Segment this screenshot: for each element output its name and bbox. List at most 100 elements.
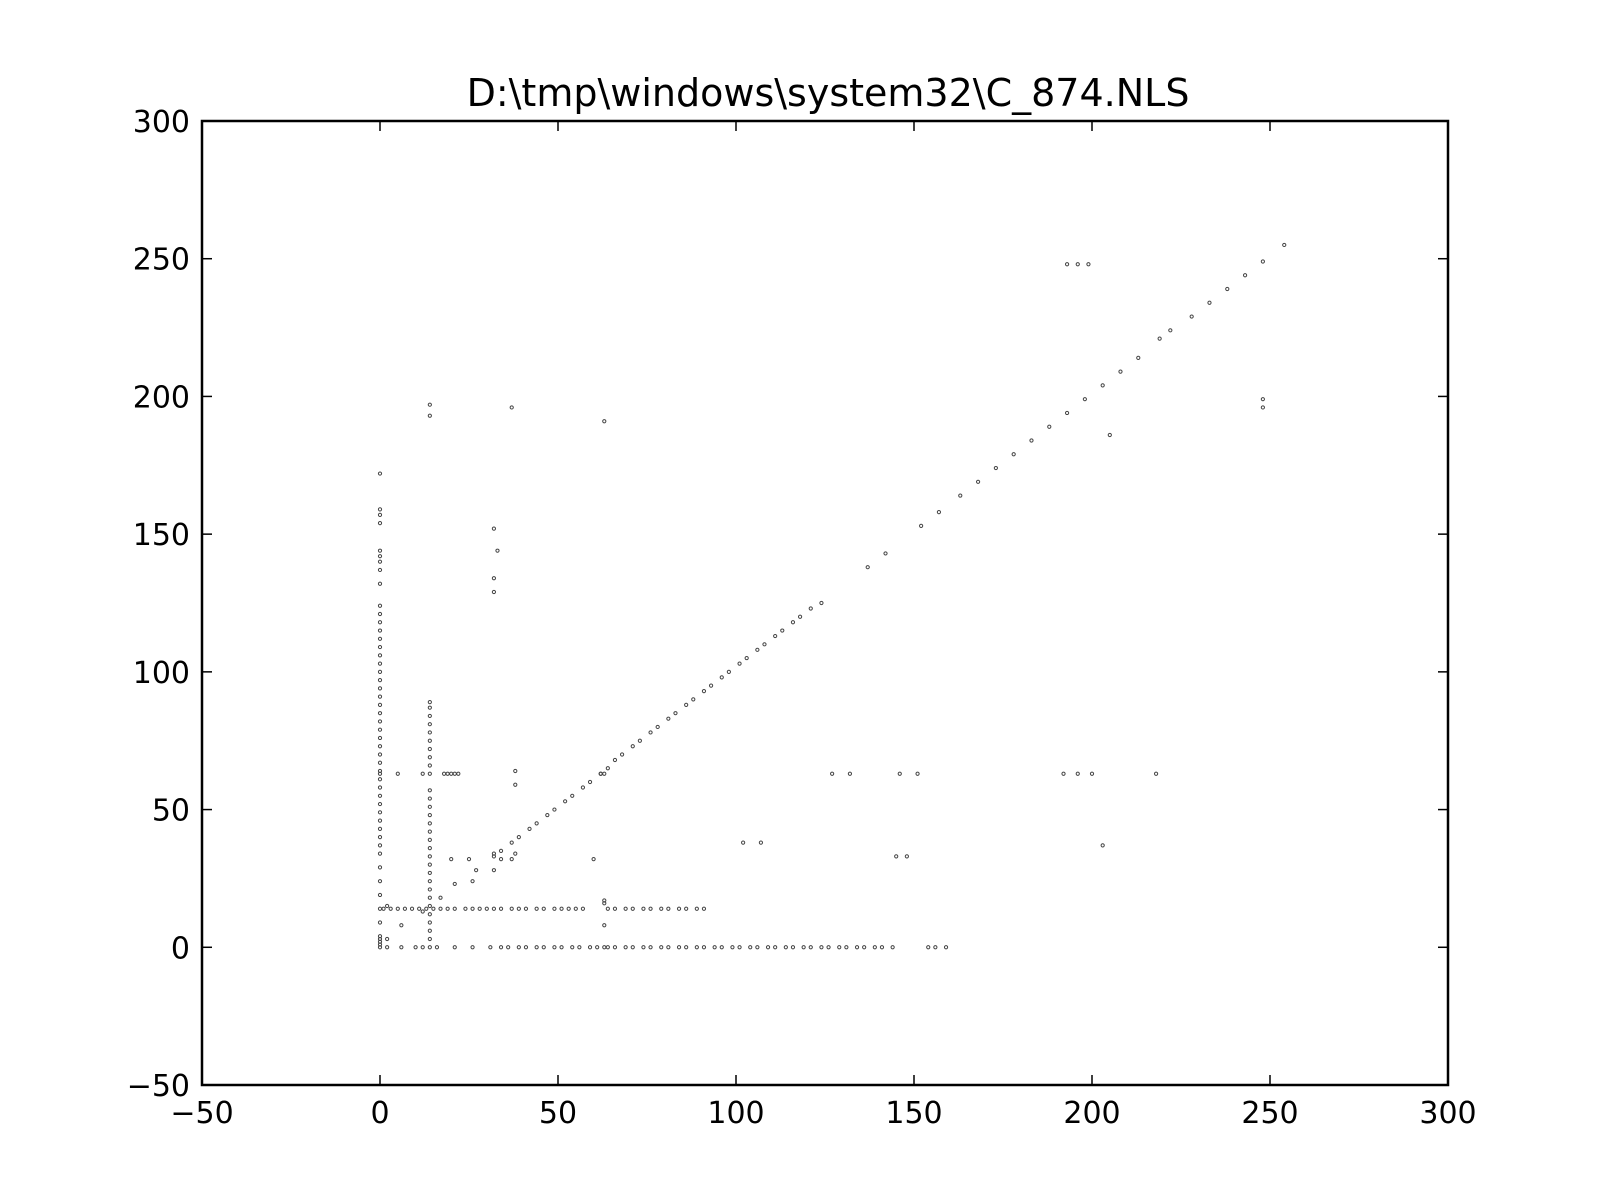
data-point bbox=[427, 402, 432, 407]
data-point bbox=[427, 829, 432, 834]
data-point bbox=[377, 785, 383, 790]
x-tick-label: 0 bbox=[370, 1096, 389, 1131]
data-point bbox=[388, 906, 393, 911]
data-point bbox=[602, 771, 607, 776]
data-point bbox=[427, 936, 432, 942]
data-point bbox=[527, 826, 532, 831]
data-point bbox=[1189, 314, 1194, 319]
data-point bbox=[790, 620, 796, 625]
data-point bbox=[509, 857, 514, 862]
data-point bbox=[427, 796, 432, 801]
data-point bbox=[402, 906, 408, 911]
data-point bbox=[427, 746, 432, 752]
data-point bbox=[420, 945, 425, 950]
data-point bbox=[427, 804, 432, 809]
data-point bbox=[602, 945, 607, 950]
data-point bbox=[1242, 273, 1248, 278]
data-point bbox=[434, 945, 440, 950]
data-point bbox=[915, 771, 920, 776]
data-point bbox=[377, 760, 383, 765]
data-point bbox=[762, 642, 767, 647]
data-point bbox=[377, 702, 383, 708]
data-point bbox=[819, 600, 824, 606]
data-point bbox=[438, 895, 443, 900]
data-point bbox=[395, 906, 400, 911]
data-point bbox=[719, 945, 724, 950]
data-point bbox=[456, 771, 461, 776]
data-point bbox=[552, 945, 557, 950]
data-point bbox=[854, 945, 860, 950]
data-point bbox=[605, 906, 610, 911]
data-point bbox=[498, 945, 504, 950]
data-point bbox=[377, 661, 383, 666]
data-point bbox=[1260, 405, 1265, 410]
data-point bbox=[399, 923, 404, 928]
data-point bbox=[1118, 369, 1123, 374]
data-point bbox=[427, 846, 432, 851]
data-point bbox=[1282, 242, 1287, 248]
x-tick-label: 150 bbox=[885, 1096, 942, 1131]
y-tick-label: −50 bbox=[127, 1069, 190, 1104]
data-point bbox=[694, 945, 699, 950]
data-point bbox=[427, 413, 432, 418]
data-point bbox=[552, 807, 557, 812]
data-point bbox=[933, 945, 938, 950]
x-tick-label: 50 bbox=[539, 1096, 577, 1131]
data-point bbox=[659, 906, 664, 911]
data-point bbox=[765, 945, 771, 950]
data-point bbox=[427, 755, 432, 760]
data-point bbox=[477, 906, 482, 911]
data-point bbox=[694, 906, 699, 911]
data-point bbox=[513, 782, 518, 787]
data-point bbox=[641, 906, 646, 911]
x-tick-label: −50 bbox=[170, 1096, 233, 1131]
data-point bbox=[1107, 432, 1112, 438]
data-point bbox=[975, 479, 981, 484]
data-point bbox=[488, 945, 493, 950]
data-point bbox=[409, 906, 415, 911]
data-point bbox=[427, 870, 432, 876]
data-point bbox=[452, 906, 457, 911]
data-point bbox=[837, 945, 842, 950]
y-axis-tick-labels: −50 0 50 100 150 200 250 300 bbox=[127, 105, 190, 1104]
x-tick-label: 200 bbox=[1063, 1096, 1120, 1131]
data-point bbox=[377, 752, 383, 757]
data-point bbox=[427, 862, 432, 867]
data-point bbox=[516, 835, 521, 840]
data-point bbox=[491, 526, 497, 531]
data-point bbox=[377, 851, 383, 856]
data-point bbox=[719, 675, 724, 680]
data-point bbox=[377, 768, 383, 774]
data-point bbox=[844, 945, 849, 950]
data-point bbox=[655, 724, 660, 730]
data-point bbox=[780, 628, 785, 633]
data-point bbox=[641, 945, 646, 950]
data-point bbox=[513, 851, 518, 856]
data-point bbox=[377, 735, 383, 741]
data-points bbox=[377, 242, 1287, 950]
data-point bbox=[427, 887, 432, 892]
y-tick-label: 100 bbox=[133, 656, 190, 691]
data-point bbox=[545, 812, 550, 818]
data-point bbox=[377, 653, 383, 658]
data-point bbox=[449, 771, 454, 776]
data-point bbox=[377, 810, 383, 815]
data-point bbox=[623, 945, 628, 950]
data-point bbox=[726, 669, 731, 674]
data-point bbox=[936, 510, 942, 515]
data-point bbox=[377, 611, 383, 617]
data-point bbox=[612, 945, 618, 950]
x-tick-label: 300 bbox=[1419, 1096, 1476, 1131]
data-point bbox=[377, 581, 383, 586]
data-point bbox=[701, 945, 707, 950]
data-point bbox=[741, 840, 746, 845]
data-point bbox=[563, 799, 568, 804]
data-point bbox=[1153, 771, 1159, 776]
data-point bbox=[872, 945, 877, 950]
data-point bbox=[730, 945, 735, 950]
data-point bbox=[377, 711, 383, 716]
data-point bbox=[385, 903, 390, 909]
data-point bbox=[427, 945, 432, 950]
data-point bbox=[509, 906, 514, 911]
data-point bbox=[377, 628, 383, 633]
